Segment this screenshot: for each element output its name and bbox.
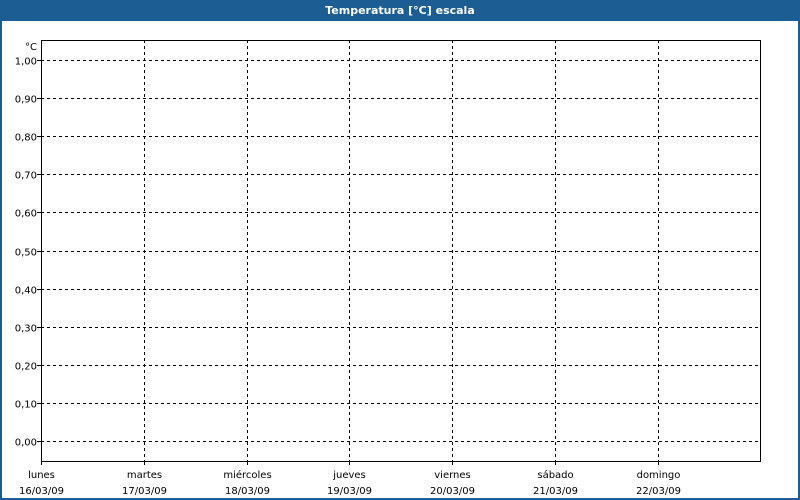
- y-tick-label: 1,00: [15, 57, 37, 68]
- y-tick-label: 0,40: [15, 286, 37, 297]
- window-title: Temperatura [°C] escala: [0, 0, 800, 21]
- y-tick-label: 0,60: [15, 209, 37, 220]
- x-tick-label-date: 19/03/09: [327, 486, 372, 497]
- x-tick-label-date: 17/03/09: [122, 486, 167, 497]
- x-tick-label-date: 21/03/09: [533, 486, 578, 497]
- x-tick-label-day: miércoles: [223, 469, 271, 481]
- x-tick-label-day: lunes: [28, 470, 55, 481]
- y-tick-label: 0,20: [15, 362, 37, 373]
- x-tick-label-day: domingo: [637, 470, 681, 481]
- x-tick-label-date: 20/03/09: [430, 486, 475, 497]
- y-tick-label: 0,90: [15, 95, 37, 106]
- x-tick-label-day: viernes: [434, 470, 470, 481]
- plot-frame: [41, 40, 761, 462]
- y-tick-label: 0,10: [15, 400, 37, 411]
- y-tick-label: 0,00: [15, 438, 37, 449]
- x-tick-label-day: jueves: [332, 470, 366, 481]
- x-tick-label-date: 18/03/09: [225, 486, 270, 497]
- x-tick-label-date: 22/03/09: [636, 486, 681, 497]
- x-tick-label-day: martes: [127, 470, 162, 481]
- y-tick-label: 0,50: [15, 248, 37, 259]
- y-tick-label: 0,70: [15, 171, 37, 182]
- y-tick-label: 0,80: [15, 133, 37, 144]
- y-tick-label: 0,30: [15, 324, 37, 335]
- x-tick-label-day: sábado: [537, 469, 573, 481]
- y-axis-unit-label: °C: [25, 42, 37, 53]
- x-tick-label-date: 16/03/09: [19, 486, 64, 497]
